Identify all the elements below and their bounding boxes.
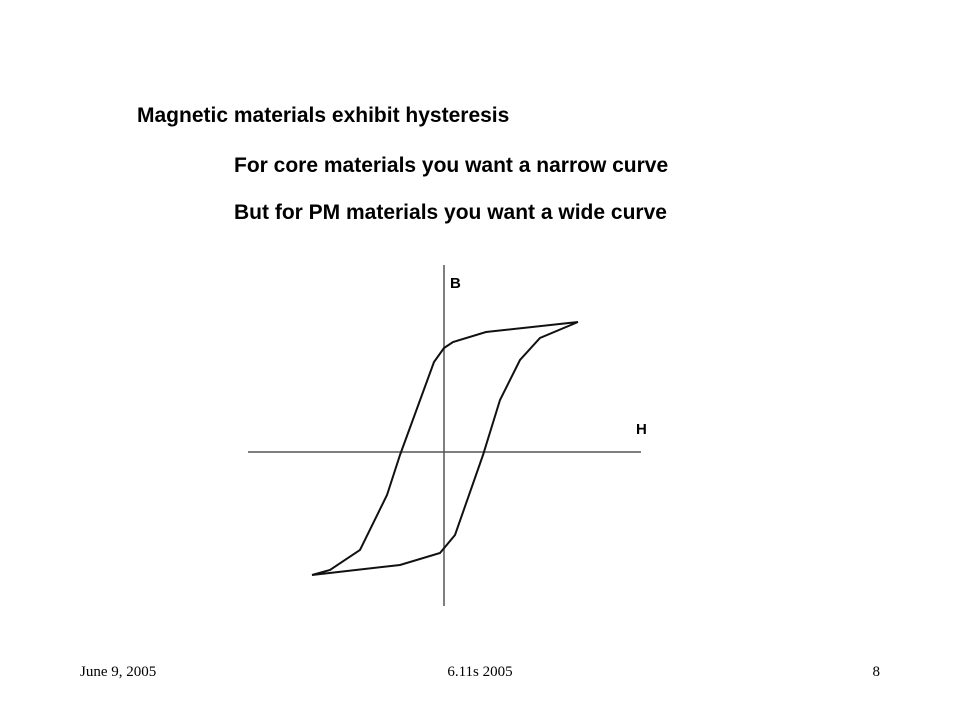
- h-axis-label: H: [636, 421, 647, 438]
- footer-course: 6.11s 2005: [447, 664, 513, 680]
- b-axis-label: B: [450, 275, 461, 292]
- footer-page: 8: [872, 664, 881, 680]
- slide-point: But for PM materials you want a wide cur…: [234, 201, 667, 224]
- hysteresis-curve: [311, 321, 579, 576]
- footer-date: June 9, 2005: [80, 664, 157, 680]
- slide-point: For core materials you want a narrow cur…: [234, 154, 669, 177]
- slide-title: Magnetic materials exhibit hysteresis: [137, 104, 510, 127]
